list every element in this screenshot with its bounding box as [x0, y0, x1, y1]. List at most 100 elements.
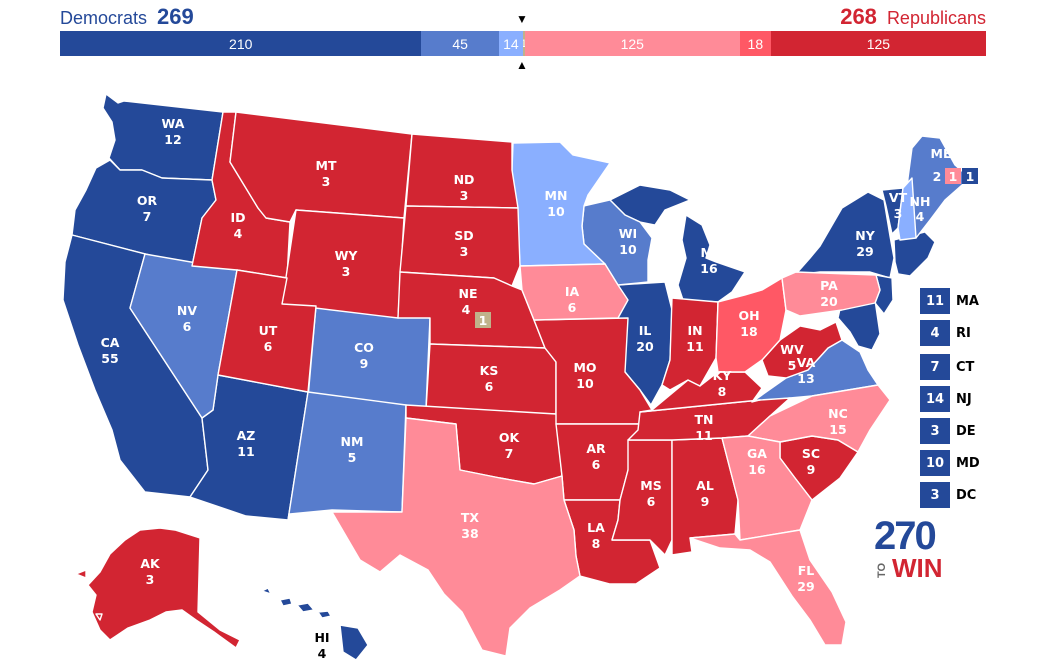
- state-label-nm: NM: [341, 434, 364, 449]
- state-vt[interactable]: [881, 187, 904, 235]
- state-hi[interactable]: [261, 587, 369, 661]
- legend-row-nj[interactable]: 14 NJ: [920, 386, 972, 412]
- state-ev-ms: 6: [647, 494, 656, 509]
- state-ev-al: 9: [701, 494, 710, 509]
- legend-row-ri[interactable]: 4 RI: [920, 320, 971, 346]
- state-label-mi: MI: [700, 245, 717, 260]
- logo-to: TO: [876, 562, 888, 578]
- state-ev-mn: 10: [547, 204, 565, 219]
- state-pa[interactable]: [781, 271, 881, 317]
- state-ev-ut: 6: [264, 339, 273, 354]
- state-ev-vt: 3: [894, 206, 903, 221]
- state-label-ia: IA: [565, 284, 580, 299]
- state-ev-ok: 7: [505, 446, 514, 461]
- state-ak[interactable]: [75, 527, 241, 649]
- state-ny[interactable]: [794, 191, 895, 279]
- legend-ev-box: 10: [920, 450, 950, 476]
- state-ev-pa: 20: [820, 294, 838, 309]
- state-ev-oh: 18: [740, 324, 757, 339]
- state-ev-mi: 16: [700, 261, 718, 276]
- state-label-wy: WY: [335, 248, 359, 263]
- state-label-vt: VT: [889, 190, 908, 205]
- state-ev-sc: 9: [807, 462, 816, 477]
- state-label-ms: MS: [640, 478, 661, 493]
- 270towin-logo: 270 TO WIN: [874, 516, 944, 582]
- state-label-al: AL: [696, 478, 714, 493]
- state-label-mo: MO: [573, 360, 596, 375]
- state-ev-nd: 3: [460, 188, 469, 203]
- state-label-ak: AK: [140, 556, 161, 571]
- state-label-nd: ND: [454, 172, 475, 187]
- state-label-ga: GA: [747, 446, 767, 461]
- state-tx[interactable]: [331, 417, 581, 657]
- state-ev-co: 9: [360, 356, 369, 371]
- state-ev-tn: 11: [695, 428, 712, 443]
- state-label-ca: CA: [101, 335, 120, 350]
- state-ev-tx: 38: [461, 526, 478, 541]
- me-district-2-box[interactable]: [962, 168, 978, 184]
- state-ev-ga: 16: [748, 462, 766, 477]
- me-district-1-label: 1: [949, 169, 958, 184]
- logo-win: WIN: [892, 553, 943, 583]
- state-label-la: LA: [587, 520, 605, 535]
- me-district-1-box[interactable]: [945, 168, 961, 184]
- bar-segment: 210: [60, 31, 422, 56]
- legend-row-de[interactable]: 3 DE: [920, 418, 976, 444]
- state-ga[interactable]: [721, 435, 813, 541]
- state-label-ks: KS: [480, 363, 499, 378]
- state-md-de[interactable]: [837, 299, 881, 351]
- legend-row-md[interactable]: 10 MD: [920, 450, 980, 476]
- state-ev-ny: 29: [856, 244, 873, 259]
- state-label-ne: NE: [458, 286, 477, 301]
- state-ev-or: 7: [143, 209, 152, 224]
- state-ia[interactable]: [519, 263, 629, 321]
- state-wv[interactable]: [761, 321, 843, 379]
- legend-state-abbr: NJ: [956, 391, 972, 407]
- state-ev-ak: 3: [146, 572, 155, 587]
- state-fl[interactable]: [689, 529, 847, 646]
- democrats-label: Democrats: [60, 8, 148, 28]
- state-nh[interactable]: [897, 177, 917, 241]
- state-nd[interactable]: [405, 133, 519, 209]
- state-ev-mo: 10: [576, 376, 594, 391]
- state-ne-small[interactable]: [893, 231, 936, 277]
- state-label-ny: NY: [855, 228, 875, 243]
- state-label-mn: MN: [545, 188, 568, 203]
- electoral-vote-bar: 2104514112518125: [60, 31, 986, 56]
- state-label-ky: KY: [713, 368, 733, 383]
- state-label-in: IN: [687, 323, 702, 338]
- legend-row-ma[interactable]: 11 MA: [920, 288, 979, 314]
- state-ev-ca: 55: [101, 351, 118, 366]
- state-nc[interactable]: [747, 384, 891, 453]
- bar-segment: 18: [739, 31, 771, 56]
- state-label-ut: UT: [259, 323, 278, 338]
- state-ut[interactable]: [217, 269, 317, 393]
- state-ev-nc: 15: [829, 422, 846, 437]
- bar-segment: 1: [522, 31, 525, 56]
- legend-row-dc[interactable]: 3 DC: [920, 482, 976, 508]
- legend-ev-box: 4: [920, 320, 950, 346]
- state-ev-va: 13: [797, 371, 814, 386]
- legend-row-ct[interactable]: 7 CT: [920, 354, 974, 380]
- state-ev-ar: 6: [592, 457, 601, 472]
- state-label-wv: WV: [780, 342, 804, 357]
- ne-district-box[interactable]: [475, 312, 491, 328]
- democrats-total: 269: [157, 4, 194, 29]
- state-label-nv: NV: [177, 303, 197, 318]
- ne-district-label: 1: [479, 313, 488, 328]
- state-ev-wy: 3: [342, 264, 351, 279]
- state-oh[interactable]: [715, 277, 787, 373]
- state-co[interactable]: [307, 305, 431, 409]
- legend-state-abbr: MA: [956, 293, 979, 309]
- state-ev-sd: 3: [460, 244, 469, 259]
- state-label-nc: NC: [828, 406, 848, 421]
- legend-ev-box: 3: [920, 482, 950, 508]
- bar-segment: 45: [421, 31, 499, 56]
- legend-state-abbr: DE: [956, 423, 976, 439]
- state-label-az: AZ: [237, 428, 256, 443]
- state-wa[interactable]: [102, 93, 224, 181]
- state-label-co: CO: [354, 340, 374, 355]
- state-ev-wv: 5: [788, 358, 797, 373]
- state-label-wa: WA: [162, 116, 185, 131]
- republicans-header: 268 Republicans: [840, 4, 986, 30]
